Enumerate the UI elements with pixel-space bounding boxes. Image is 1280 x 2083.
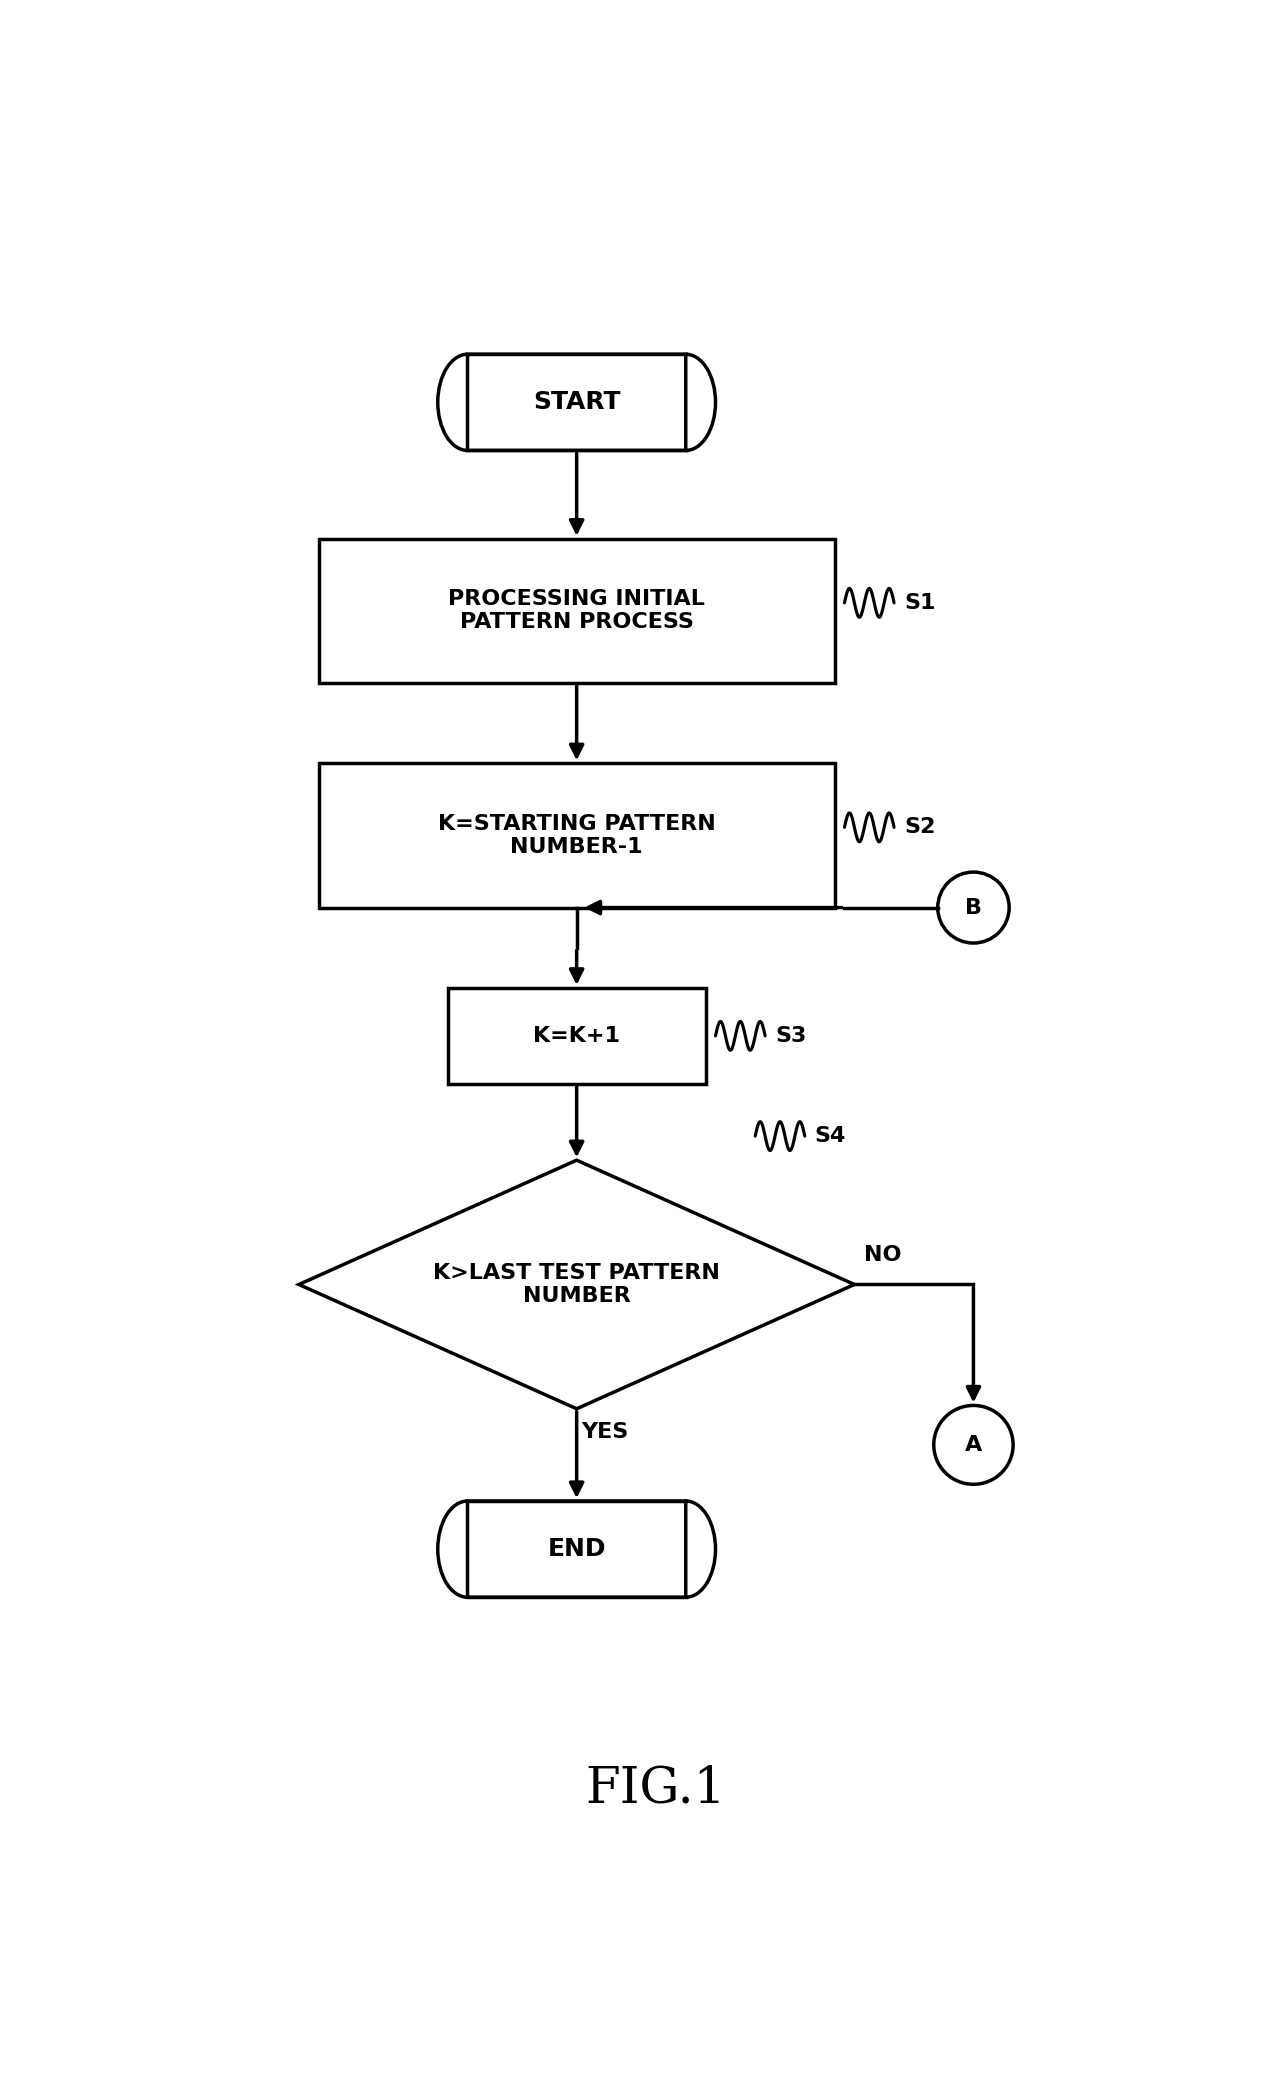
Text: K=STARTING PATTERN
NUMBER-1: K=STARTING PATTERN NUMBER-1 (438, 814, 716, 856)
Text: S2: S2 (904, 817, 936, 837)
Text: NO: NO (864, 1246, 902, 1264)
Ellipse shape (938, 873, 1009, 944)
Bar (319, 539, 835, 683)
Text: END: END (548, 1537, 605, 1560)
Polygon shape (300, 1160, 855, 1408)
Bar (319, 762, 835, 908)
Text: PROCESSING INITIAL
PATTERN PROCESS: PROCESSING INITIAL PATTERN PROCESS (448, 589, 705, 633)
FancyBboxPatch shape (467, 1502, 686, 1598)
Text: A: A (965, 1435, 982, 1454)
Text: K=K+1: K=K+1 (534, 1025, 620, 1046)
Text: FIG.1: FIG.1 (586, 1764, 726, 1814)
Text: S1: S1 (904, 594, 936, 612)
Ellipse shape (934, 1406, 1014, 1485)
Text: S3: S3 (776, 1025, 806, 1046)
FancyBboxPatch shape (467, 354, 686, 450)
Text: K>LAST TEST PATTERN
NUMBER: K>LAST TEST PATTERN NUMBER (433, 1262, 721, 1306)
Text: YES: YES (581, 1421, 628, 1441)
Text: START: START (532, 390, 621, 415)
Text: B: B (965, 898, 982, 919)
Text: S4: S4 (815, 1127, 846, 1146)
Bar (448, 987, 705, 1083)
